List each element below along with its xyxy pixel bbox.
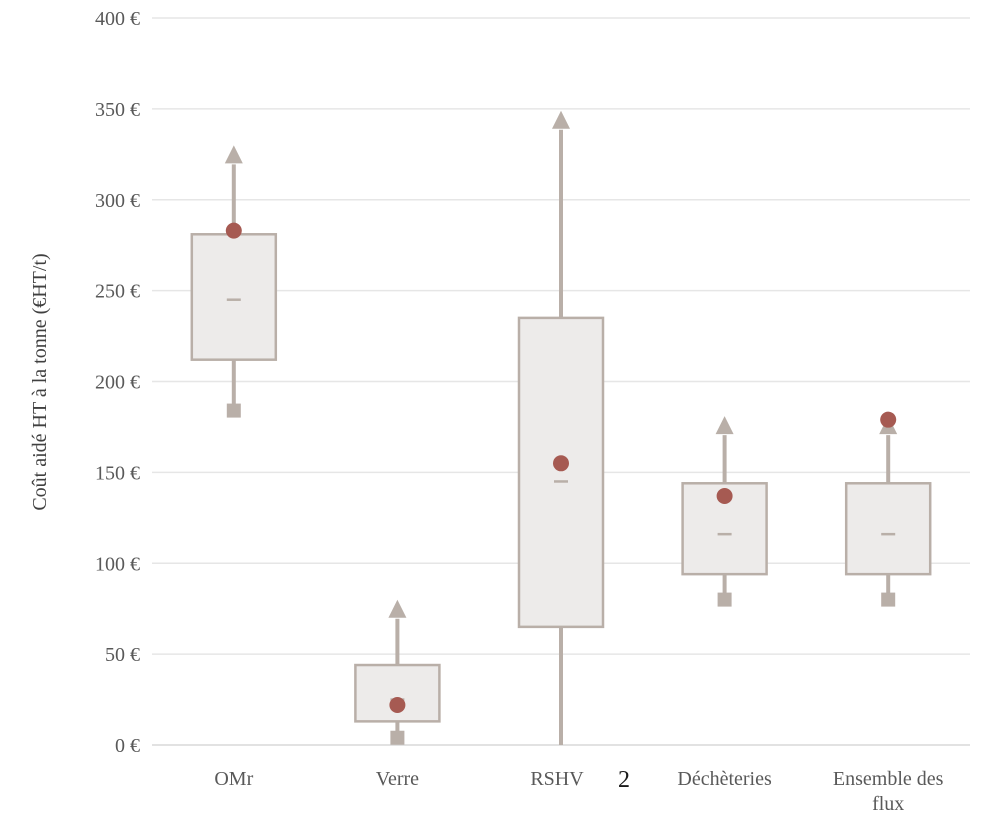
footnote-marker: 2 bbox=[618, 767, 630, 793]
min-marker bbox=[717, 592, 732, 607]
max-marker bbox=[715, 416, 734, 435]
min-marker bbox=[881, 592, 896, 607]
mean-marker bbox=[716, 488, 733, 505]
x-category-label: OMr bbox=[214, 768, 253, 790]
y-tick-label: 250 € bbox=[95, 281, 140, 303]
x-category-label: flux bbox=[872, 793, 904, 815]
max-marker bbox=[388, 599, 407, 618]
y-axis-label: Coût aidé HT à la tonne (€HT/t) bbox=[29, 253, 51, 510]
x-category-label: Ensemble des bbox=[833, 768, 944, 790]
y-tick-label: 100 € bbox=[95, 553, 140, 575]
y-tick-label: 300 € bbox=[95, 190, 140, 212]
y-tick-label: 0 € bbox=[115, 735, 140, 757]
max-marker bbox=[552, 110, 570, 129]
y-tick-label: 150 € bbox=[95, 462, 140, 484]
y-tick-label: 400 € bbox=[95, 8, 140, 30]
box-group bbox=[354, 599, 441, 745]
mean-marker bbox=[880, 411, 897, 428]
mean-marker bbox=[553, 455, 569, 472]
y-tick-label: 50 € bbox=[105, 644, 140, 666]
mean-marker bbox=[389, 697, 406, 714]
min-marker bbox=[390, 730, 405, 745]
y-tick-label: 350 € bbox=[95, 99, 140, 121]
x-category-label: Déchèteries bbox=[677, 768, 772, 790]
y-tick-label: 200 € bbox=[95, 372, 140, 394]
max-marker bbox=[224, 145, 243, 164]
box-group bbox=[681, 416, 768, 607]
x-axis-category-labels: OMr Verre RSHV Déchèteries Ensemble des flux bbox=[214, 768, 943, 815]
box-group bbox=[844, 411, 932, 607]
mean-marker bbox=[225, 222, 242, 239]
box-series bbox=[190, 110, 932, 745]
box-iqr bbox=[844, 482, 932, 576]
x-category-label: Verre bbox=[376, 768, 419, 790]
box-iqr bbox=[517, 316, 605, 629]
box-group bbox=[517, 110, 605, 745]
box-group bbox=[190, 145, 278, 418]
y-axis-tick-labels: 0 € 50 € 100 € 150 € 200 € 250 € 300 € 350 € 400… bbox=[95, 8, 140, 757]
box-iqr bbox=[190, 233, 278, 361]
min-marker bbox=[226, 403, 241, 418]
x-category-label: RSHV bbox=[530, 768, 584, 790]
